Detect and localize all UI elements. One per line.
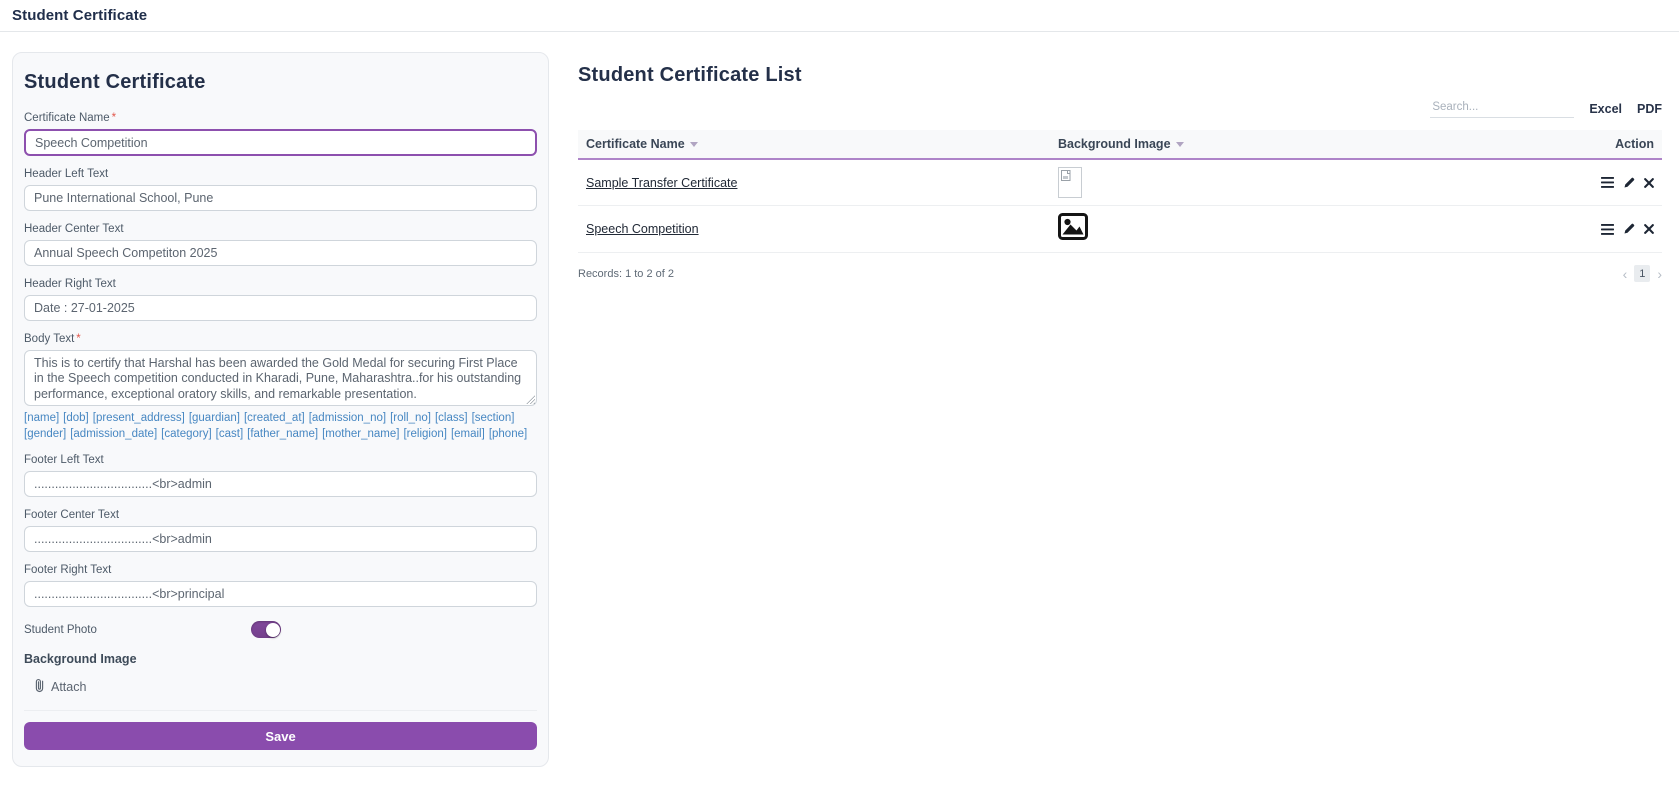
export-pdf-button[interactable]: PDF bbox=[1637, 102, 1662, 116]
merge-field-tag[interactable]: [admission_date] bbox=[70, 427, 158, 440]
table-row: Speech Competition bbox=[578, 206, 1662, 253]
edit-pencil-icon[interactable] bbox=[1623, 223, 1635, 235]
merge-field-tag[interactable]: [created_at] bbox=[243, 412, 305, 424]
header-left-input[interactable] bbox=[24, 185, 537, 211]
footer-left-field-group: Footer Left Text bbox=[24, 454, 537, 498]
pagination-page-1[interactable]: 1 bbox=[1634, 265, 1651, 282]
merge-field-tag[interactable]: [category] bbox=[161, 427, 212, 440]
top-bar: Student Certificate bbox=[0, 0, 1679, 32]
merge-field-tag[interactable]: [phone] bbox=[488, 427, 528, 440]
menu-action-icon[interactable] bbox=[1601, 223, 1614, 235]
records-count: Records: 1 to 2 of 2 bbox=[578, 267, 674, 280]
background-image-label: Background Image bbox=[24, 652, 137, 667]
certificate-name-link[interactable]: Speech Competition bbox=[586, 222, 699, 236]
student-photo-row: Student Photo bbox=[24, 621, 537, 639]
header-center-label: Header Center Text bbox=[24, 223, 124, 235]
edit-pencil-icon[interactable] bbox=[1623, 177, 1635, 189]
row-actions bbox=[1584, 177, 1662, 189]
merge-field-tag[interactable]: [dob] bbox=[63, 412, 89, 424]
form-title: Student Certificate bbox=[24, 71, 206, 93]
menu-action-icon[interactable] bbox=[1601, 177, 1614, 188]
form-divider bbox=[24, 710, 537, 712]
body-text-label: Body Text * bbox=[24, 333, 81, 345]
header-right-label: Header Right Text bbox=[24, 278, 116, 290]
merge-field-tag[interactable]: [present_address] bbox=[92, 412, 185, 424]
required-asterisk: * bbox=[111, 112, 117, 124]
merge-field-tag[interactable]: [section] bbox=[471, 412, 515, 424]
header-center-input[interactable] bbox=[24, 240, 537, 266]
footer-center-input[interactable] bbox=[24, 526, 537, 553]
merge-field-tag[interactable]: [mother_name] bbox=[322, 427, 400, 440]
search-input[interactable] bbox=[1430, 99, 1575, 118]
merge-field-tag[interactable]: [admission_no] bbox=[308, 412, 387, 424]
page-title: Student Certificate bbox=[12, 7, 148, 24]
merge-field-tag[interactable]: [religion] bbox=[403, 427, 447, 440]
footer-right-label: Footer Right Text bbox=[24, 564, 112, 577]
merge-field-tag[interactable]: [class] bbox=[434, 412, 468, 424]
sort-caret-icon bbox=[689, 142, 698, 147]
student-photo-toggle[interactable] bbox=[251, 621, 281, 639]
save-button[interactable]: Save bbox=[24, 722, 537, 751]
body-text-textarea[interactable]: This is to certify that Harshal has been… bbox=[24, 350, 537, 406]
delete-x-icon[interactable] bbox=[1644, 224, 1654, 234]
pagination-prev-icon[interactable]: ‹ bbox=[1622, 265, 1628, 282]
student-photo-label: Student Photo bbox=[24, 623, 97, 636]
attach-button[interactable]: Attach bbox=[34, 678, 86, 696]
column-header-certificate-name[interactable]: Certificate Name bbox=[578, 137, 1050, 151]
student-certificate-form-card: Student Certificate Certificate Name* He… bbox=[12, 52, 549, 768]
header-center-field-group: Header Center Text bbox=[24, 223, 537, 266]
certificate-name-link[interactable]: Sample Transfer Certificate bbox=[586, 175, 738, 190]
merge-field-tag[interactable]: [father_name] bbox=[247, 427, 319, 440]
list-footer: Records: 1 to 2 of 2 ‹ 1 › bbox=[578, 265, 1662, 282]
footer-left-input[interactable] bbox=[24, 471, 537, 498]
header-left-label: Header Left Text bbox=[24, 168, 109, 180]
certificate-table: Certificate Name Background Image Action… bbox=[578, 130, 1662, 253]
footer-center-label: Footer Center Text bbox=[24, 509, 120, 522]
toggle-knob bbox=[265, 622, 280, 637]
certificate-name-label: Certificate Name * bbox=[24, 112, 117, 124]
student-certificate-list-panel: Student Certificate List Excel PDF Certi… bbox=[549, 52, 1662, 282]
merge-field-tags: [name] [dob] [present_address] [guardian] [c… bbox=[24, 411, 537, 442]
merge-field-tag[interactable]: [name] bbox=[24, 412, 60, 424]
header-right-input[interactable] bbox=[24, 295, 537, 321]
certificate-name-input[interactable] bbox=[24, 129, 537, 156]
export-excel-button[interactable]: Excel bbox=[1589, 102, 1622, 116]
required-asterisk: * bbox=[76, 333, 81, 345]
footer-right-input[interactable] bbox=[24, 581, 537, 608]
body-text-field-group: Body Text * This is to certify that Harsh… bbox=[24, 333, 537, 406]
footer-center-field-group: Footer Center Text bbox=[24, 509, 537, 553]
row-actions bbox=[1584, 223, 1662, 235]
table-header-row: Certificate Name Background Image Action bbox=[578, 130, 1662, 160]
merge-field-tag[interactable]: [cast] bbox=[215, 427, 244, 440]
column-header-action: Action bbox=[1615, 137, 1654, 151]
footer-left-label: Footer Left Text bbox=[24, 454, 104, 467]
table-row: Sample Transfer Certificate bbox=[578, 160, 1662, 206]
column-header-background-image[interactable]: Background Image bbox=[1050, 137, 1584, 151]
main-content: Student Certificate Certificate Name* He… bbox=[0, 32, 1679, 768]
certificate-name-field-group: Certificate Name * bbox=[24, 112, 537, 156]
sort-caret-icon bbox=[1175, 142, 1184, 147]
background-image-thumbnail-icon bbox=[1058, 213, 1088, 240]
header-right-field-group: Header Right Text bbox=[24, 278, 537, 321]
list-controls: Excel PDF bbox=[578, 99, 1662, 122]
pagination-next-icon[interactable]: › bbox=[1657, 265, 1662, 282]
paperclip-icon bbox=[34, 678, 45, 696]
merge-field-tag[interactable]: [gender] bbox=[24, 427, 67, 440]
merge-field-tag[interactable]: [email] bbox=[450, 427, 485, 440]
merge-field-tag[interactable]: [roll_no] bbox=[390, 412, 431, 424]
footer-right-field-group: Footer Right Text bbox=[24, 564, 537, 608]
merge-field-tag[interactable]: [guardian] bbox=[188, 412, 240, 424]
pagination: ‹ 1 › bbox=[1623, 265, 1662, 282]
delete-x-icon[interactable] bbox=[1644, 177, 1654, 188]
list-title: Student Certificate List bbox=[578, 64, 802, 86]
header-left-field-group: Header Left Text bbox=[24, 168, 537, 211]
broken-image-icon bbox=[1058, 167, 1082, 198]
